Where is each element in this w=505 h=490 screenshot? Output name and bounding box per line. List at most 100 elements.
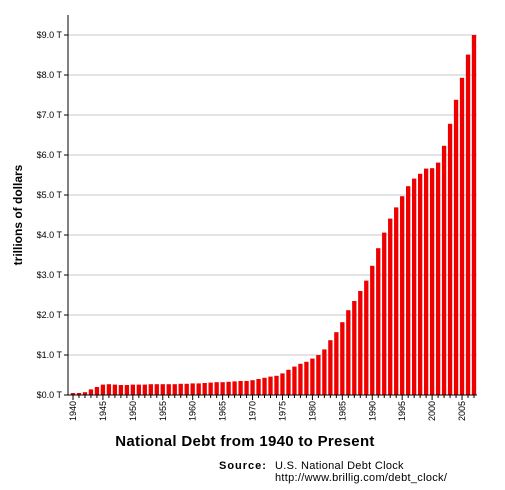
bar-1961 [196,383,201,395]
bar-1981 [316,355,321,395]
bar-1966 [226,381,231,395]
bar-1970 [250,380,255,395]
bar-1958 [178,383,183,395]
x-tick-label: 1940 [68,401,78,421]
bar-1959 [184,383,189,395]
bar-1964 [214,382,219,395]
bar-1998 [417,173,423,395]
bar-1991 [376,248,381,395]
y-tick-label: $6.0 T [37,150,63,160]
x-axis-ticks: 1940 1945 1950 1955 1960 1965 1970 1975 1980 1985… [68,395,475,421]
bar-1984 [334,332,339,395]
y-tick-label: $9.0 T [37,30,63,40]
bar-1949 [124,385,130,395]
bar-1968 [238,381,243,395]
x-tick-label: 1955 [158,401,168,421]
bar-1993 [388,218,393,395]
y-tick-label: $1.0 T [37,350,63,360]
bar-1988 [358,291,363,395]
bar-1975 [280,373,285,395]
bar-1944 [94,387,100,395]
bar-2001 [435,162,441,395]
y-tick-label: $8.0 T [37,70,63,80]
bar-1962 [202,383,207,395]
y-tick-label: $7.0 T [37,110,63,120]
bar-2004 [453,99,459,396]
bar-1947 [112,384,118,395]
bar-1952 [142,384,147,395]
bar-1982 [322,349,327,395]
bar-1943 [88,389,94,395]
bar-1953 [148,384,153,395]
bar-1948 [118,385,124,395]
bar-1979 [304,361,309,395]
x-tick-label: 1995 [397,401,407,421]
x-tick-label: 1975 [277,401,287,421]
bar-1972 [262,377,267,395]
bar-1990 [370,265,375,395]
y-tick-label: $3.0 T [37,270,63,280]
bar-1995 [400,196,405,395]
x-tick-label: 1980 [307,401,317,421]
bar-1986 [346,310,351,395]
bar-1978 [298,363,303,395]
bar-1976 [286,369,291,395]
y-tick-label: $5.0 T [37,190,63,200]
bar-2000 [429,168,435,395]
x-tick-label: 1985 [337,401,347,421]
bar-1950 [130,384,135,395]
bar-2002 [441,145,447,395]
x-tick-label: 1960 [188,401,198,421]
bar-1974 [274,375,279,395]
bar-2007 [471,35,477,395]
x-tick-label: 1970 [248,401,258,421]
bar-1956 [166,384,171,395]
bar-1954 [154,384,159,395]
bar-1941 [76,393,82,395]
y-tick-label: $4.0 T [37,230,63,240]
bar-1955 [160,384,165,395]
x-tick-label: 1945 [98,401,108,421]
bar-1994 [394,207,399,395]
bar-1973 [268,376,273,395]
bar-1985 [340,322,345,395]
bar-1942 [82,392,88,395]
source-label: Source: [219,460,267,472]
bar-1960 [190,383,195,395]
bar-1945 [100,384,106,395]
x-tick-label: 2000 [427,401,437,421]
y-tick-label: $0.0 T [37,390,63,400]
bar-1996 [406,186,411,395]
bar-1983 [328,340,333,395]
bar-1992 [382,232,387,395]
bar-1965 [220,382,225,395]
bar-1946 [106,384,112,395]
x-tick-label: 1965 [218,401,228,421]
bar-1969 [244,381,249,395]
x-tick-label: 1990 [367,401,377,421]
bar-1980 [310,358,315,395]
bar-2003 [447,123,453,396]
bar-1999 [423,168,429,395]
bar-1963 [208,382,213,395]
bar-2005 [459,77,465,396]
bar-2006 [465,54,471,395]
bars [70,35,477,396]
bar-1940 [70,393,76,395]
gridlines [68,34,477,356]
bar-1957 [172,384,177,395]
source-url: http://www.brillig.com/debt_clock/ [275,472,448,484]
x-tick-label: 1950 [128,401,138,421]
chart-title: National Debt from 1940 to Present [115,433,374,450]
source-name: U.S. National Debt Clock [275,460,404,472]
bar-1997 [412,178,417,395]
bar-1971 [256,379,261,395]
bar-1987 [352,301,357,395]
y-axis-label: trillions of dollars [11,164,25,265]
bar-1967 [232,381,237,395]
bar-1951 [136,384,141,395]
bar-1989 [364,280,369,395]
y-tick-label: $2.0 T [37,310,63,320]
y-axis-ticks: $0.0 T $1.0 T $2.0 T $3.0 T $4.0 T $5.0 T $6.0… [37,30,68,400]
